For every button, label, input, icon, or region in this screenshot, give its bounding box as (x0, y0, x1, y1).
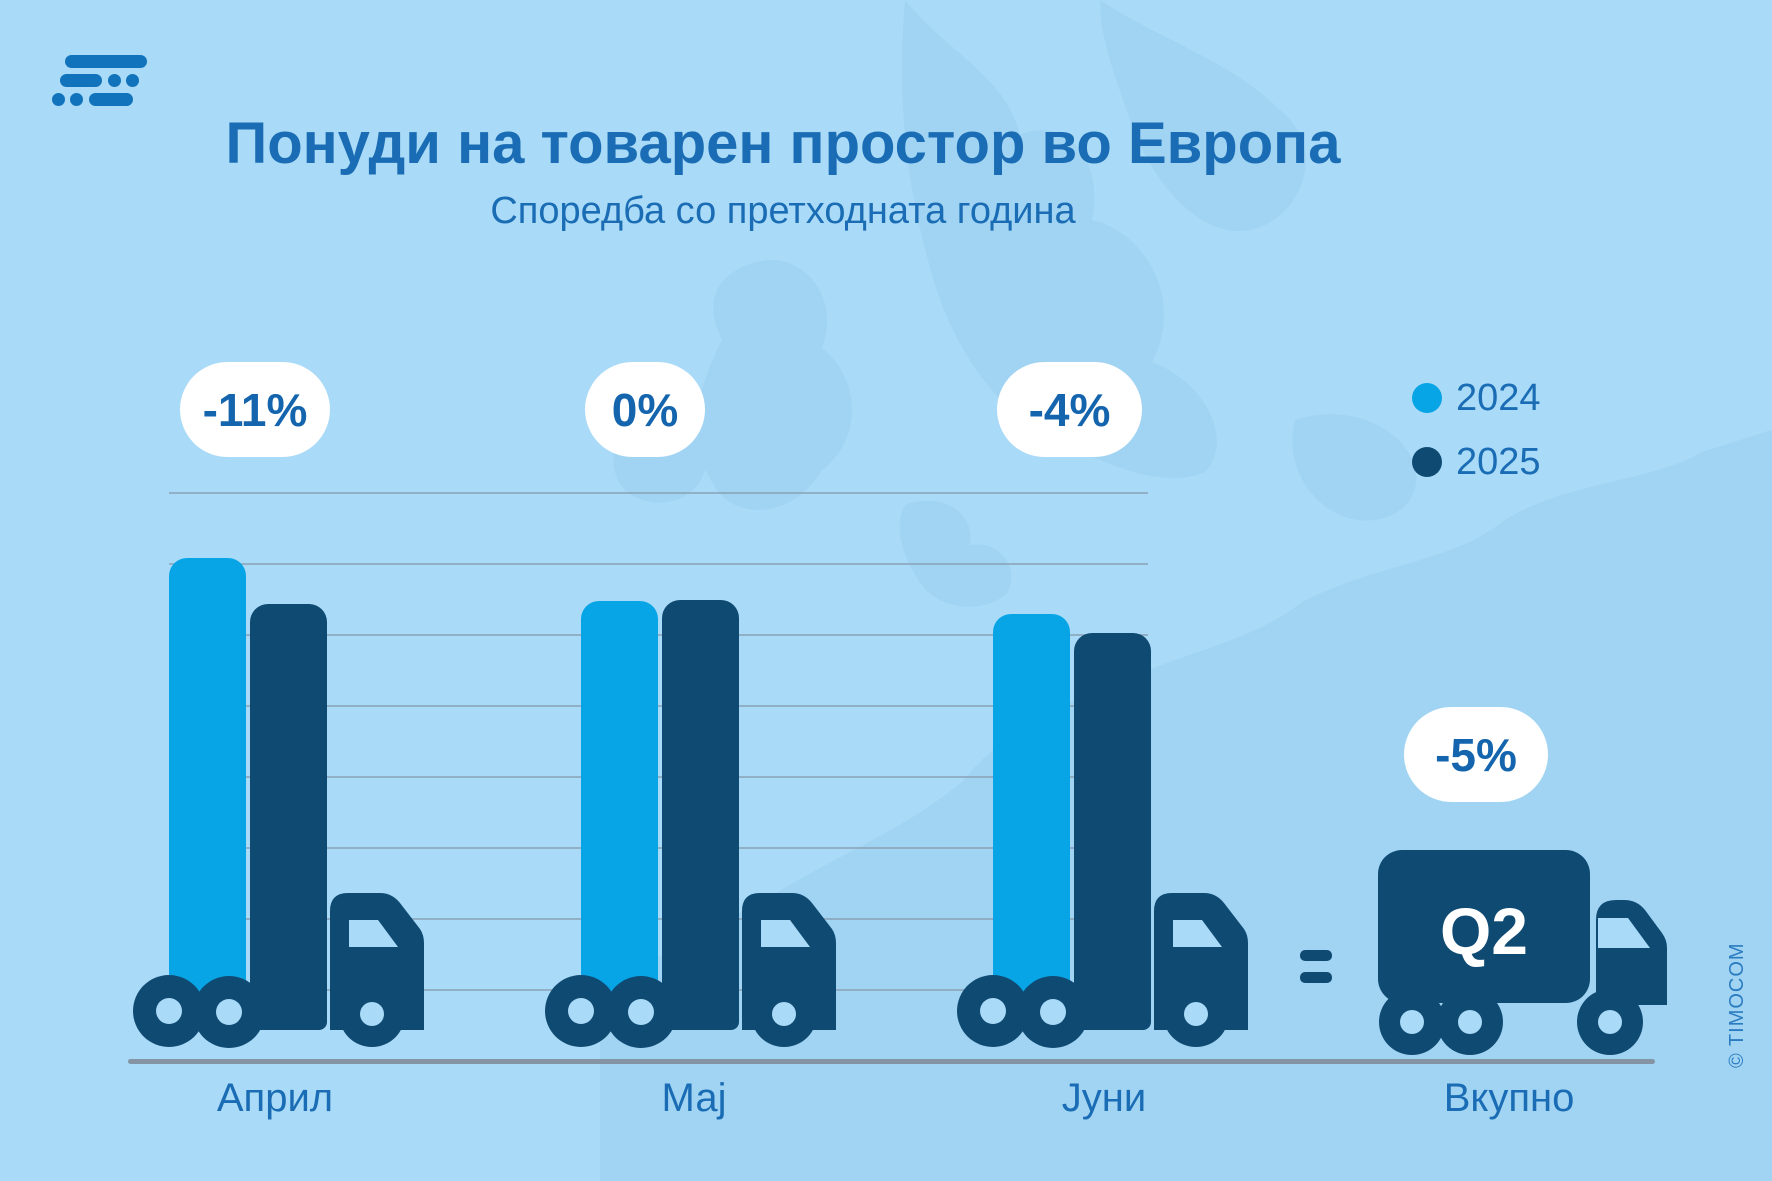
logo-bar (65, 55, 147, 68)
page-subtitle: Споредба со претходната година (490, 190, 1076, 232)
legend-item-2024: 2024 (1412, 377, 1541, 419)
bar-2024-Мај (581, 601, 658, 1030)
bar-2024-Јуни (993, 614, 1070, 1030)
logo-dot (108, 74, 121, 87)
q2-truck-label: Q2 (1439, 894, 1529, 968)
truck-wheel-hub (156, 998, 182, 1024)
x-axis-line (128, 1059, 1655, 1064)
gridline (169, 563, 1148, 565)
legend-label-2024: 2024 (1456, 377, 1541, 419)
legend-dot-2024-icon (1412, 383, 1442, 413)
truck-wheel-hub (980, 998, 1006, 1024)
axis-label-april: Април (216, 1076, 334, 1120)
total-truck-box (1378, 850, 1590, 1003)
truck-wheel-hub (1400, 1010, 1424, 1034)
axis-label-total: Вкупно (1443, 1076, 1575, 1120)
truck-window (349, 920, 398, 947)
truck-wheel-hub (1184, 1002, 1208, 1026)
legend-dot-2025-icon (1412, 447, 1442, 477)
logo-bar (89, 93, 133, 106)
total-truck-window (1598, 918, 1650, 948)
badge-june: -4% (997, 362, 1142, 457)
axis-label-june: Јуни (1061, 1076, 1147, 1120)
equals-icon (1300, 950, 1332, 984)
equals-bar (1300, 950, 1332, 961)
badge-april: -11% (180, 362, 330, 457)
bar-2025-Април (250, 604, 327, 1030)
gridline (169, 705, 1148, 707)
logo-bar (60, 74, 102, 87)
truck-wheel-hub (1040, 999, 1066, 1025)
truck-window (1173, 920, 1222, 947)
truck-wheel-hub (1598, 1010, 1622, 1034)
page-title: Понуди на товарен простор во Европа (225, 111, 1341, 176)
axis-label-may: Мај (661, 1076, 727, 1120)
bar-2025-Јуни (1074, 633, 1151, 1030)
logo-dot (52, 93, 65, 106)
badge-total: -5% (1404, 707, 1548, 802)
legend-label-2025: 2025 (1456, 441, 1541, 483)
gridline (169, 918, 1148, 920)
truck-window (761, 920, 810, 947)
equals-bar (1300, 972, 1332, 983)
truck-wheel-hub (772, 1002, 796, 1026)
gridline (169, 634, 1148, 636)
gridline (169, 776, 1148, 778)
truck-wheel-hub (216, 999, 242, 1025)
bar-2024-Април (169, 558, 246, 1030)
badge-may: 0% (585, 362, 705, 457)
gridline (169, 847, 1148, 849)
timocom-logo-icon (0, 0, 180, 140)
copyright-note: © TIMOCOM (1726, 942, 1748, 1068)
logo-dot (70, 93, 83, 106)
logo-dot (126, 74, 139, 87)
truck-wheel-hub (360, 1002, 384, 1026)
legend-item-2025: 2025 (1412, 441, 1541, 483)
gridline (169, 492, 1148, 494)
truck-wheel-hub (568, 998, 594, 1024)
bar-2025-Мај (662, 600, 739, 1030)
truck-wheel-hub (1458, 1010, 1482, 1034)
legend: 2024 2025 (1412, 377, 1541, 508)
truck-wheel-hub (628, 999, 654, 1025)
